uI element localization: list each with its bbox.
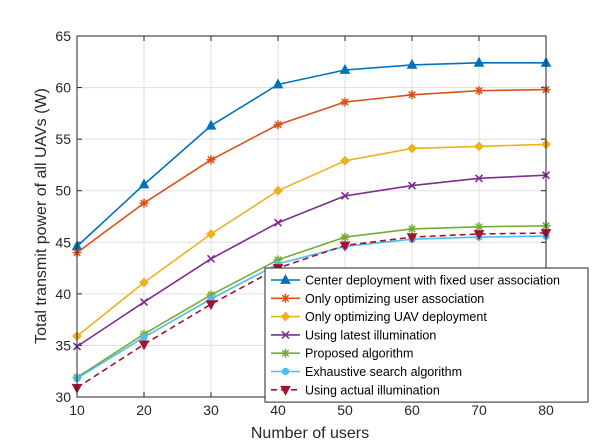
series-line <box>76 88 547 254</box>
data-point <box>474 141 484 152</box>
legend-label: Using actual illumination <box>305 383 440 397</box>
series-1 <box>71 56 552 251</box>
data-point <box>474 86 484 96</box>
legend-marker <box>280 273 291 284</box>
data-point <box>473 56 485 67</box>
y-tick-label: 45 <box>55 234 71 250</box>
data-point <box>206 155 216 165</box>
data-point <box>139 198 149 208</box>
data-point <box>273 218 283 227</box>
x-tick-label: 30 <box>203 402 219 418</box>
legend-marker <box>281 367 290 376</box>
series-3 <box>72 139 551 342</box>
y-tick-label: 60 <box>55 80 71 96</box>
y-axis-label: Total transmit power of all UAVs (W) <box>33 88 50 344</box>
legend-marker <box>281 293 290 303</box>
legend-marker <box>281 330 290 339</box>
data-point <box>407 143 417 154</box>
y-tick-label: 40 <box>55 286 71 302</box>
x-axis-label: Number of users <box>251 425 369 442</box>
legend-entry: Center deployment with fixed user associ… <box>271 274 560 288</box>
data-point <box>339 63 351 74</box>
data-point <box>205 119 217 130</box>
data-point <box>474 222 484 232</box>
legend-label: Proposed algorithm <box>305 347 413 361</box>
legend-entry: Only optimizing UAV deployment <box>271 310 487 324</box>
legend-marker <box>280 385 291 396</box>
data-point <box>206 254 216 263</box>
x-tick-label: 20 <box>136 402 152 418</box>
data-point <box>340 232 350 242</box>
data-point <box>273 185 283 196</box>
data-point <box>340 155 350 166</box>
data-point <box>407 224 417 234</box>
data-point <box>406 233 418 244</box>
data-point <box>139 277 149 288</box>
legend-entry: Using latest illumination <box>271 328 436 342</box>
data-point <box>138 178 150 189</box>
data-point <box>340 191 350 200</box>
legend-entry: Exhaustive search algorithm <box>271 365 462 379</box>
x-tick-label: 60 <box>404 402 420 418</box>
data-point <box>273 255 283 265</box>
data-point <box>473 230 485 241</box>
series-line <box>76 61 546 247</box>
legend-label: Center deployment with fixed user associ… <box>305 274 560 288</box>
series-group <box>71 56 552 394</box>
y-tick-label: 35 <box>55 337 71 353</box>
legend-label: Only optimizing UAV deployment <box>305 310 487 324</box>
y-tick-label: 30 <box>55 389 71 405</box>
x-tick-label: 40 <box>270 402 286 418</box>
legend-marker <box>281 348 290 358</box>
data-point <box>273 120 283 130</box>
data-point <box>205 300 217 311</box>
data-point <box>340 97 350 107</box>
y-tick-label: 55 <box>55 131 71 147</box>
legend-label: Only optimizing user association <box>305 292 484 306</box>
legend-marker <box>280 311 291 322</box>
data-point <box>407 90 417 100</box>
data-point <box>139 298 149 307</box>
x-tick-label: 70 <box>471 402 487 418</box>
legend-label: Exhaustive search algorithm <box>305 365 462 379</box>
series-7 <box>71 229 552 394</box>
legend: Center deployment with fixed user associ… <box>264 267 589 403</box>
data-point <box>272 78 284 89</box>
series-line <box>76 143 547 337</box>
data-point <box>206 290 216 300</box>
data-point <box>407 181 417 190</box>
series-line <box>76 174 547 348</box>
y-tick-label: 65 <box>55 28 71 44</box>
data-point <box>406 58 418 69</box>
legend-label: Using latest illumination <box>305 328 436 342</box>
series-line <box>76 235 547 380</box>
legend-entry: Only optimizing user association <box>271 292 484 306</box>
legend-entry: Proposed algorithm <box>271 347 413 361</box>
data-point <box>474 174 484 183</box>
series-line <box>76 225 547 379</box>
x-tick-label: 10 <box>69 402 85 418</box>
data-point <box>138 340 150 351</box>
data-point <box>206 229 216 239</box>
y-tick-label: 50 <box>55 183 71 199</box>
x-tick-label: 50 <box>337 402 353 418</box>
series-4 <box>72 171 551 351</box>
legend-entry: Using actual illumination <box>271 383 440 397</box>
x-tick-label: 80 <box>538 402 554 418</box>
data-point <box>339 241 351 252</box>
series-line <box>76 232 547 389</box>
legend-box <box>264 267 589 403</box>
data-point <box>140 333 148 341</box>
